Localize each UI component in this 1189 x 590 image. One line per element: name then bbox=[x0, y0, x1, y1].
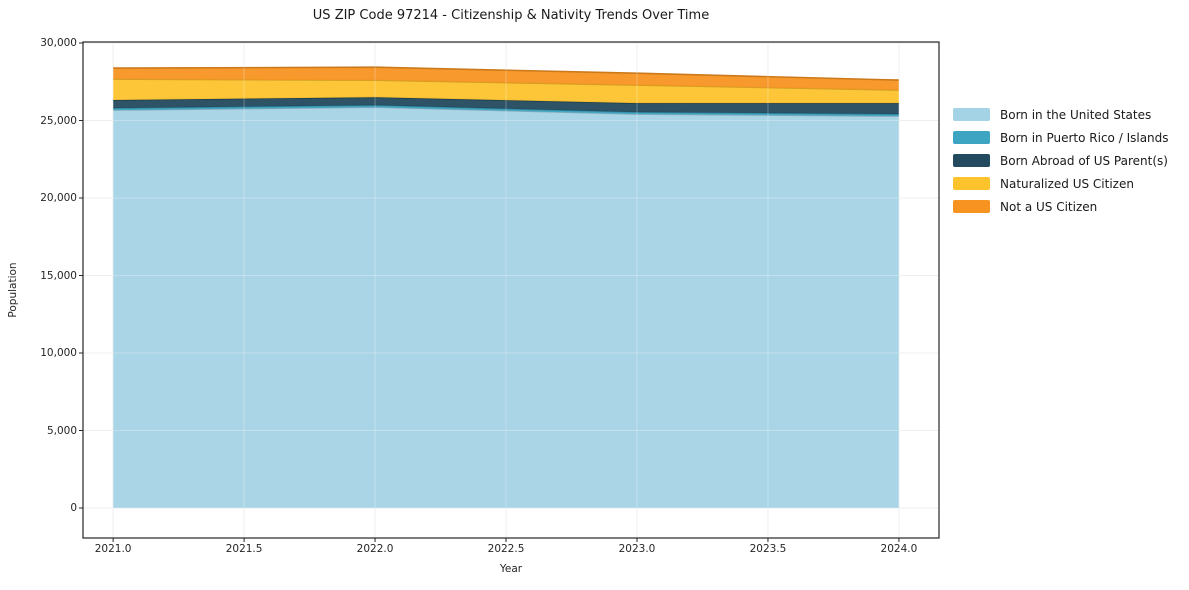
x-axis-label: Year bbox=[499, 563, 523, 575]
chart-title: US ZIP Code 97214 - Citizenship & Nativi… bbox=[312, 8, 710, 23]
legend-label: Born in Puerto Rico / Islands bbox=[1000, 130, 1169, 145]
legend-item: Born in the United States bbox=[953, 103, 1169, 126]
x-tick-label: 2023.0 bbox=[618, 543, 656, 555]
y-tick-label: 30,000 bbox=[40, 37, 77, 49]
legend-swatch-icon bbox=[953, 131, 990, 144]
legend: Born in the United States Born in Puerto … bbox=[953, 103, 1169, 218]
area-series-naturalized-us-citizen bbox=[113, 79, 899, 104]
x-tick-label: 2021.5 bbox=[225, 543, 263, 555]
y-tick-label: 0 bbox=[70, 502, 77, 514]
x-tick-label: 2023.5 bbox=[749, 543, 787, 555]
legend-label: Naturalized US Citizen bbox=[1000, 176, 1134, 191]
legend-label: Not a US Citizen bbox=[1000, 199, 1098, 214]
y-tick-label: 25,000 bbox=[40, 114, 77, 127]
x-tick-label: 2024.0 bbox=[880, 543, 918, 555]
x-tick-label: 2022.0 bbox=[356, 543, 394, 555]
y-tick-label: 10,000 bbox=[40, 347, 77, 359]
y-tick-label: 5,000 bbox=[46, 424, 77, 437]
axes-spines bbox=[82, 41, 940, 539]
legend-item: Not a US Citizen bbox=[953, 195, 1169, 218]
x-tick-label: 2021.0 bbox=[94, 543, 132, 555]
legend-item: Born Abroad of US Parent(s) bbox=[953, 149, 1169, 172]
y-tick-label: 15,000 bbox=[40, 269, 77, 282]
legend-swatch-icon bbox=[953, 200, 990, 213]
legend-swatch-icon bbox=[953, 177, 990, 190]
area-series-born-in-the-united-states bbox=[113, 107, 899, 508]
legend-swatch-icon bbox=[953, 108, 990, 121]
legend-item: Naturalized US Citizen bbox=[953, 172, 1169, 195]
x-tick-label: 2022.5 bbox=[487, 543, 525, 555]
area-series-born-abroad-of-us-parent-s- bbox=[113, 97, 899, 115]
legend-label: Born Abroad of US Parent(s) bbox=[1000, 153, 1168, 168]
area-edge bbox=[113, 66, 899, 81]
y-tick-label: 20,000 bbox=[40, 192, 77, 204]
legend-item: Born in Puerto Rico / Islands bbox=[953, 126, 1169, 149]
area-series-not-a-us-citizen bbox=[113, 67, 899, 91]
legend-swatch-icon bbox=[953, 154, 990, 167]
legend-label: Born in the United States bbox=[1000, 107, 1152, 122]
